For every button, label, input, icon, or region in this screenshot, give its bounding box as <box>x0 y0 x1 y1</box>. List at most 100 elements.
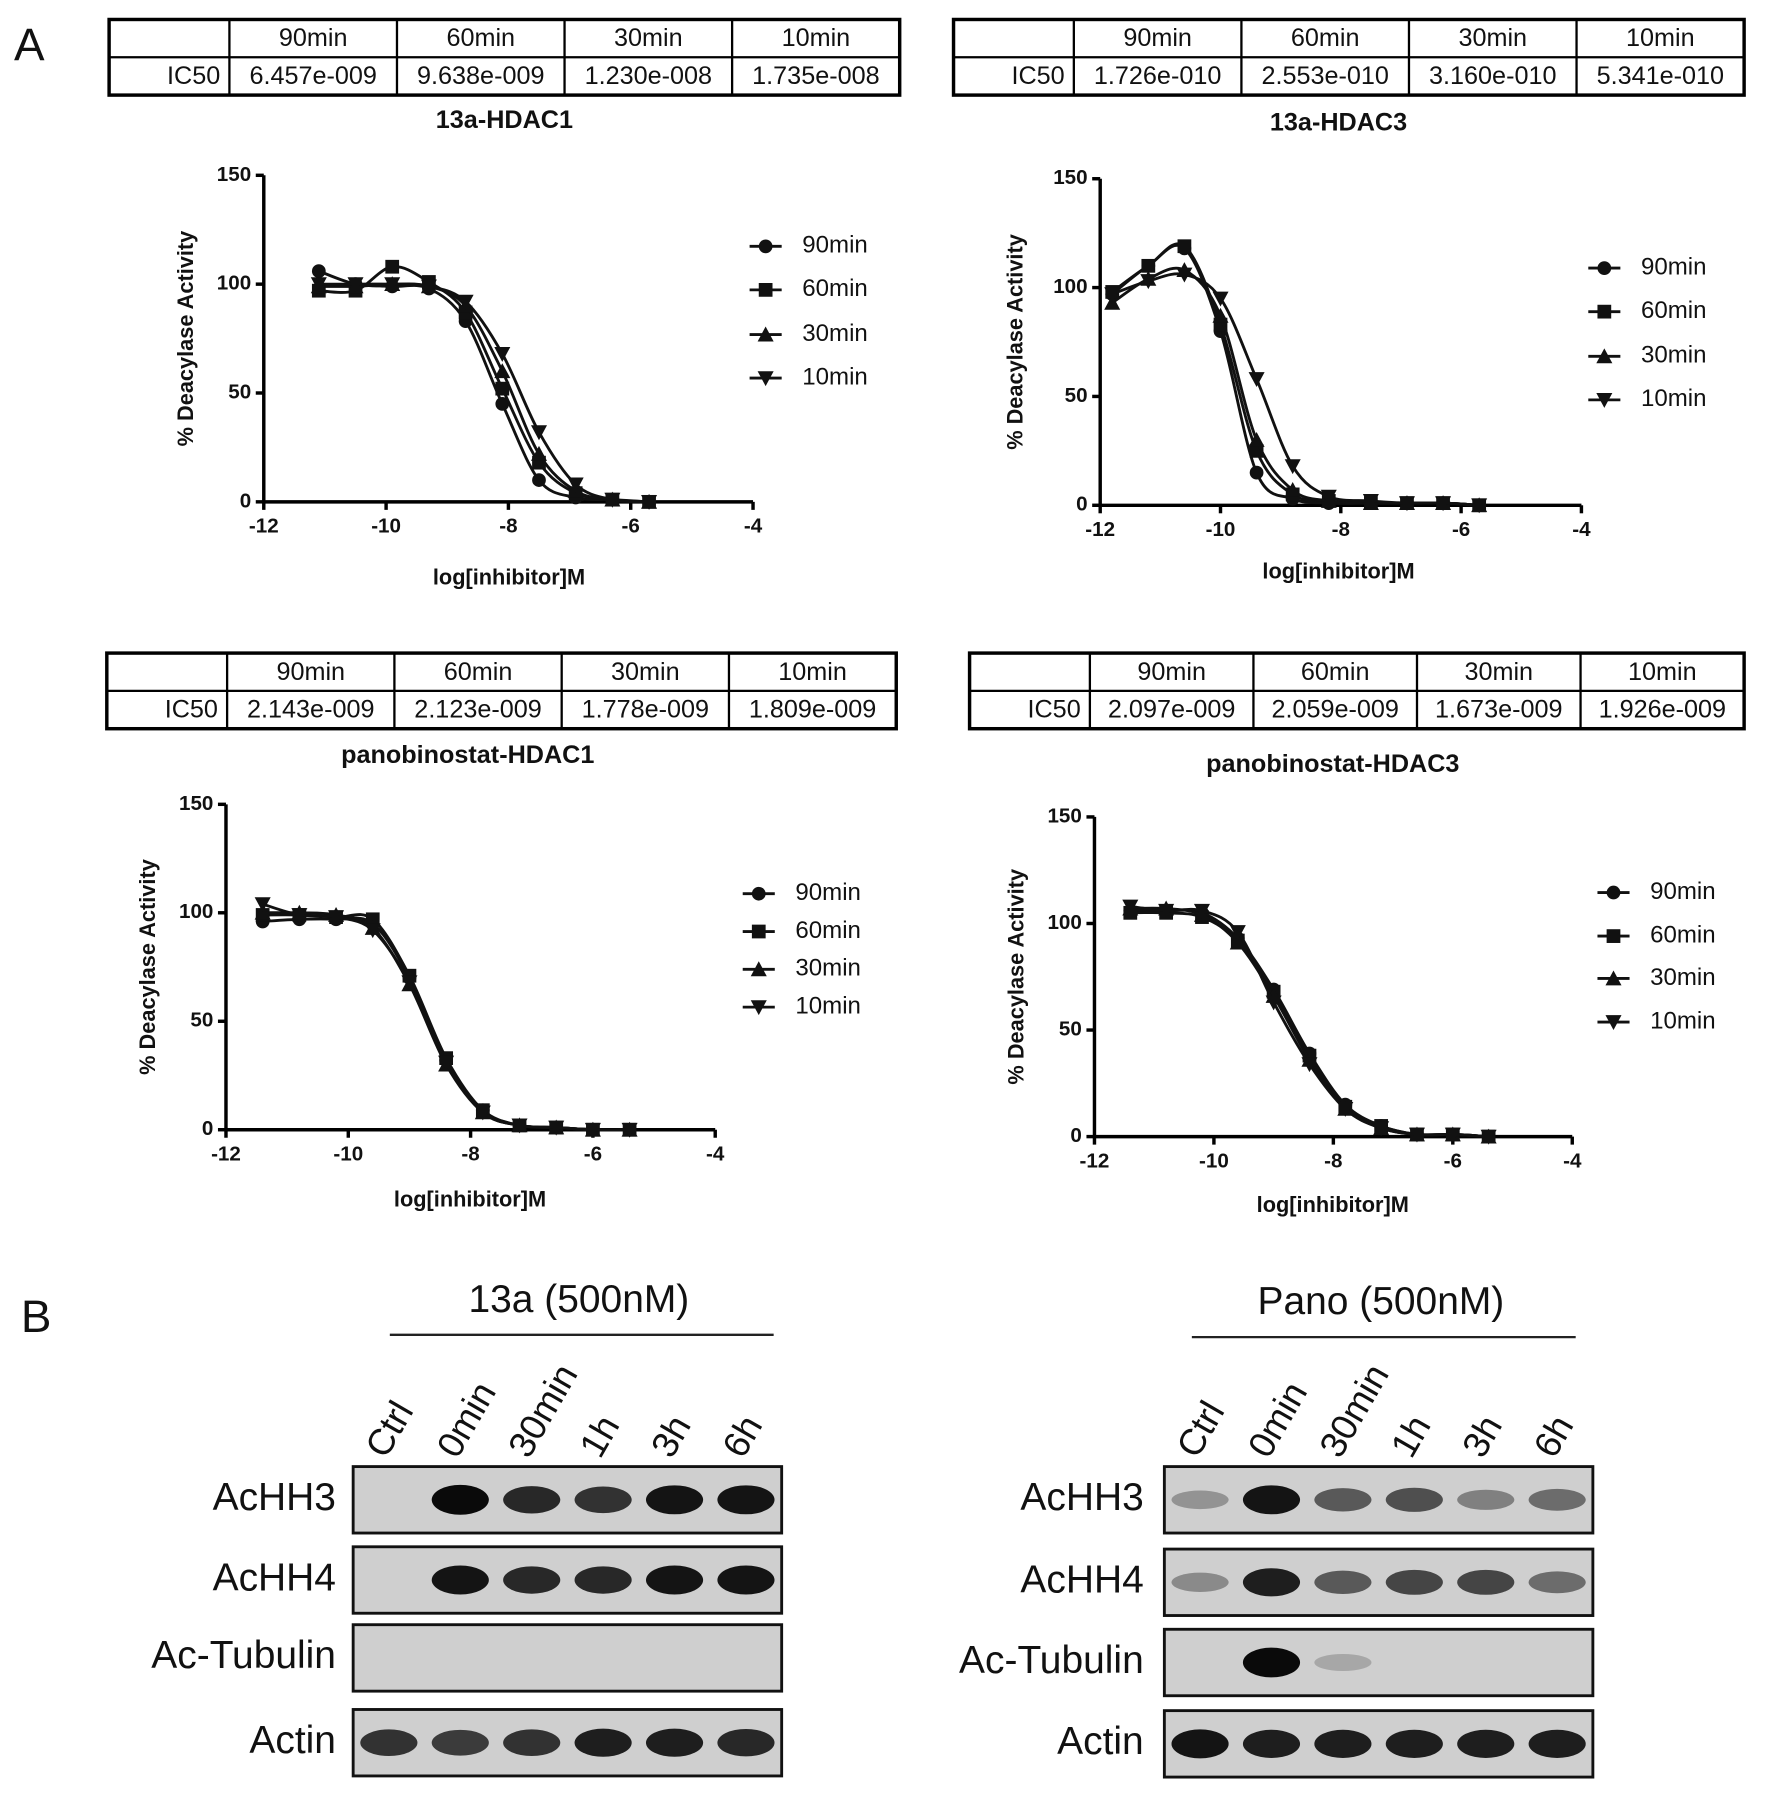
band <box>717 1651 774 1665</box>
lane-label: 1h <box>1383 1408 1439 1464</box>
fit-curve <box>1130 905 1489 1139</box>
legend-label: 10min <box>1641 385 1707 412</box>
data-point <box>1248 372 1265 388</box>
band <box>1457 1656 1514 1670</box>
table-row-label: IC50 <box>165 696 218 724</box>
axes <box>262 175 754 504</box>
table-cell: 2.143e-009 <box>247 696 374 724</box>
table-cell: 1.926e-009 <box>1599 696 1726 724</box>
band <box>646 1651 703 1665</box>
y-tick-label: 150 <box>1047 804 1081 827</box>
table-header: 30min <box>1464 658 1533 686</box>
lane-label: 3h <box>643 1408 699 1464</box>
data-point <box>328 910 345 926</box>
data-point <box>1104 294 1121 310</box>
band <box>503 1486 561 1514</box>
fit-curve <box>318 282 650 504</box>
x-tick-label: -6 <box>1444 1149 1462 1172</box>
y-tick-label: 100 <box>179 900 213 923</box>
band <box>432 1651 489 1665</box>
band <box>1171 1490 1229 1510</box>
y-tick-label: 150 <box>179 792 213 815</box>
data-point <box>1249 465 1264 480</box>
legend-marker <box>751 924 766 939</box>
table-row-label: IC50 <box>167 62 220 90</box>
chart-title: panobinostat-HDAC3 <box>1206 750 1459 778</box>
data-point <box>1158 903 1175 919</box>
data-point <box>530 425 548 441</box>
data-point <box>1265 995 1282 1011</box>
lane-label: 0min <box>1240 1375 1315 1464</box>
data-point <box>1141 258 1156 273</box>
legend-label: 10min <box>795 992 861 1019</box>
blot-strip <box>1162 1709 1595 1779</box>
blot-strip <box>351 1708 784 1778</box>
band <box>1314 1654 1372 1671</box>
lane-label: 30min <box>500 1357 585 1464</box>
blot-row-label: Actin <box>249 1719 336 1762</box>
band <box>503 1651 560 1665</box>
table-header: 30min <box>1458 24 1527 52</box>
x-tick-label: -12 <box>1080 1149 1110 1172</box>
band <box>1314 1729 1372 1758</box>
fit-curve <box>262 911 630 1132</box>
x-tick-label: -10 <box>1199 1149 1229 1172</box>
data-point <box>1140 274 1157 290</box>
table-header: 60min <box>444 658 513 686</box>
data-point <box>604 492 621 508</box>
data-point <box>1176 267 1193 283</box>
table-cell: 2.097e-009 <box>1108 696 1235 724</box>
chart-title: panobinostat-HDAC1 <box>341 741 594 769</box>
y-axis-label: % Deacylase Activity <box>135 859 160 1075</box>
band <box>431 1565 489 1595</box>
data-point <box>1373 1121 1390 1137</box>
legend-label: 60min <box>795 917 861 944</box>
data-point <box>1284 482 1301 497</box>
data-point <box>532 473 546 487</box>
data-point <box>420 279 437 295</box>
band <box>1171 1729 1229 1759</box>
data-point <box>1408 1127 1425 1143</box>
band <box>431 1484 489 1515</box>
x-axis-label: log[inhibitor]M <box>1262 559 1414 584</box>
band <box>645 1485 704 1515</box>
data-point <box>1193 903 1210 919</box>
band <box>360 1729 418 1757</box>
x-tick-label: -8 <box>499 515 517 538</box>
blot-row-label: Actin <box>1057 1720 1144 1763</box>
legend-marker <box>1606 885 1621 900</box>
data-point <box>1229 925 1246 941</box>
legend-label: 90min <box>1641 253 1707 280</box>
data-point <box>1480 1129 1497 1145</box>
data-point <box>1301 1057 1318 1073</box>
data-point <box>291 908 308 923</box>
blot-row-label: AcHH3 <box>213 1476 336 1519</box>
data-point <box>310 277 327 293</box>
fit-curve <box>1130 911 1489 1139</box>
table-header: 90min <box>276 658 345 686</box>
blot-strip <box>351 1623 784 1693</box>
blot-row-label: Ac-Tubulin <box>959 1639 1144 1682</box>
y-tick-label: 150 <box>217 163 251 186</box>
band <box>1171 1572 1229 1592</box>
y-tick-label: 50 <box>190 1009 213 1032</box>
y-axis-label: % Deacylase Activity <box>173 231 198 447</box>
table-cell: 2.553e-010 <box>1261 62 1388 90</box>
lane-label: 6h <box>1526 1408 1582 1464</box>
legend-label: 90min <box>802 232 867 259</box>
x-tick-label: -6 <box>622 515 640 538</box>
band <box>645 1728 704 1757</box>
blot-row-label: AcHH3 <box>1020 1476 1143 1519</box>
band <box>1457 1489 1515 1510</box>
x-tick-label: -8 <box>461 1142 479 1165</box>
table-cell: 9.638e-009 <box>417 62 544 90</box>
data-point <box>1212 291 1229 307</box>
band <box>1242 1729 1301 1758</box>
table-header: 60min <box>1291 24 1360 52</box>
blot-strip <box>351 1545 784 1615</box>
data-point <box>311 264 326 278</box>
table-header: 30min <box>611 658 680 686</box>
lane-label: 1h <box>571 1408 627 1464</box>
band <box>503 1566 561 1594</box>
chart-title: 13a-HDAC1 <box>436 106 573 134</box>
